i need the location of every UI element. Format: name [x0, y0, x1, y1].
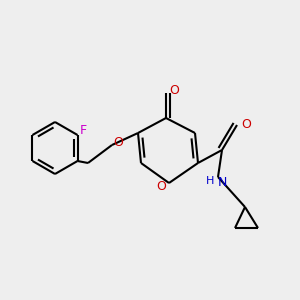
Text: O: O	[113, 136, 123, 149]
Text: O: O	[156, 179, 166, 193]
Text: O: O	[169, 83, 179, 97]
Text: N: N	[217, 176, 227, 188]
Text: F: F	[80, 124, 87, 136]
Text: O: O	[241, 118, 251, 130]
Text: H: H	[206, 176, 214, 186]
